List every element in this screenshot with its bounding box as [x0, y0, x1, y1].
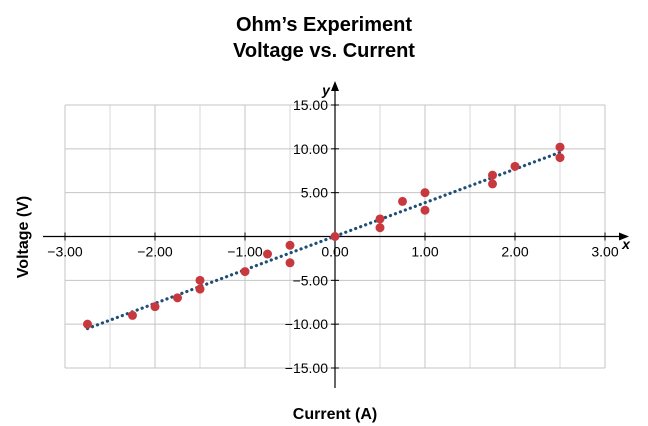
- fit-line: [85, 150, 562, 331]
- y-axis-label: Voltage (V): [15, 196, 32, 278]
- fit-line-group: [85, 150, 562, 331]
- data-point: [263, 249, 272, 259]
- data-point: [420, 205, 430, 215]
- x-tick-label: 2.00: [501, 244, 528, 260]
- y-tick-label: 15.00: [293, 97, 328, 113]
- data-point: [375, 223, 385, 233]
- data-point: [420, 188, 430, 198]
- data-point: [510, 161, 520, 171]
- y-axis-name: y: [321, 82, 331, 98]
- chart-subtitle: Voltage vs. Current: [233, 40, 415, 62]
- y-axis-arrow: [331, 81, 339, 91]
- data-point: [150, 302, 160, 312]
- data-point: [128, 310, 137, 320]
- y-tick-label: 10.00: [293, 141, 328, 157]
- x-axis-label: Current (A): [293, 406, 377, 423]
- data-point: [195, 284, 205, 294]
- x-tick-label: −3.00: [47, 244, 83, 260]
- data-point: [285, 240, 295, 250]
- y-tick-label: 5.00: [301, 185, 328, 201]
- chart-title: Ohm’s Experiment: [236, 14, 412, 36]
- x-tick-label: 1.00: [411, 244, 438, 260]
- x-axis-arrow: [619, 232, 629, 241]
- data-points: [83, 142, 565, 329]
- data-point: [83, 319, 92, 329]
- data-point: [285, 258, 295, 268]
- y-tick-label: −5.00: [293, 272, 329, 288]
- data-point: [555, 153, 565, 163]
- y-tick-label: −10.00: [285, 316, 328, 332]
- data-point: [398, 196, 407, 206]
- x-tick-label: −1.00: [227, 244, 263, 260]
- data-point: [195, 275, 205, 285]
- data-point: [488, 179, 497, 189]
- data-point: [240, 267, 250, 277]
- x-tick-label: 3.00: [591, 244, 618, 260]
- tick-labels: −3.00 −2.00 −1.00 0.00 1.00 2.00 3.00 −15.00 −10…: [47, 97, 619, 376]
- x-axis-name: x: [621, 236, 631, 252]
- data-point: [555, 142, 565, 152]
- x-tick-label: 0.00: [321, 244, 348, 260]
- y-tick-label: −15.00: [285, 360, 328, 376]
- data-point: [375, 214, 385, 224]
- data-point: [330, 232, 340, 241]
- x-tick-label: −2.00: [137, 244, 173, 260]
- data-point: [173, 293, 182, 303]
- data-point: [488, 170, 497, 180]
